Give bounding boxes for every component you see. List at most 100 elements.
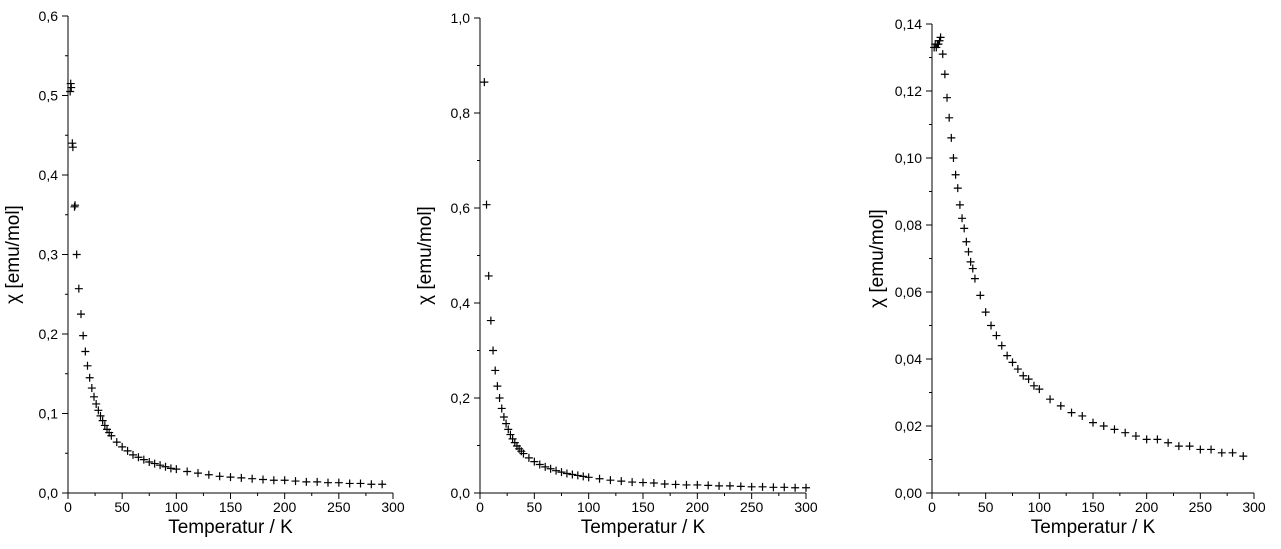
y-tick-label: 0,3 xyxy=(39,247,59,263)
data-point xyxy=(480,78,489,87)
data-point xyxy=(1056,401,1065,410)
data-point xyxy=(936,33,945,42)
x-axis-title: Temperatur / K xyxy=(1031,517,1156,538)
data-point xyxy=(134,453,143,462)
x-tick-label: 300 xyxy=(381,499,405,515)
data-point xyxy=(1003,351,1012,360)
data-point xyxy=(74,284,83,293)
data-point xyxy=(508,434,517,443)
data-point xyxy=(497,404,506,413)
data-point xyxy=(378,480,387,489)
data-point xyxy=(482,200,491,209)
data-point xyxy=(166,464,175,473)
data-point xyxy=(83,361,92,370)
data-point xyxy=(780,483,789,492)
x-tick-label: 300 xyxy=(1242,499,1266,515)
data-point xyxy=(573,471,582,480)
data-point xyxy=(96,411,105,420)
data-point xyxy=(1046,395,1055,404)
data-point xyxy=(237,473,246,482)
data-point xyxy=(1035,385,1044,394)
data-point xyxy=(1121,428,1130,437)
x-tick-label: 150 xyxy=(219,499,243,515)
data-point xyxy=(791,483,800,492)
data-point xyxy=(682,480,691,489)
y-tick-label: 0,8 xyxy=(451,105,471,121)
data-point xyxy=(248,474,257,483)
x-tick-label: 200 xyxy=(1135,499,1159,515)
data-point xyxy=(502,419,511,428)
data-point xyxy=(493,382,502,391)
y-tick-label: 0,04 xyxy=(895,351,922,367)
x-tick-label: 100 xyxy=(577,499,601,515)
data-point xyxy=(291,477,300,486)
y-tick-label: 1,0 xyxy=(451,10,471,26)
data-point xyxy=(495,394,504,402)
data-point xyxy=(524,453,533,462)
y-tick-label: 0,2 xyxy=(39,326,59,342)
y-tick-label: 0,0 xyxy=(451,485,471,501)
data-point xyxy=(1131,432,1140,441)
y-axis-title: χ [emu/mol] xyxy=(867,209,888,308)
data-point xyxy=(1078,411,1087,420)
x-tick-label: 150 xyxy=(631,499,655,515)
data-point xyxy=(87,384,96,393)
data-point xyxy=(71,201,80,210)
data-point xyxy=(962,237,971,246)
data-point xyxy=(1217,448,1226,457)
data-point xyxy=(98,416,107,425)
data-point xyxy=(499,413,508,421)
data-point xyxy=(639,478,647,487)
data-point xyxy=(194,469,202,478)
data-point xyxy=(79,331,88,340)
data-point xyxy=(280,476,289,485)
data-point xyxy=(736,482,745,491)
x-tick-label: 0 xyxy=(476,499,484,515)
y-tick-label: 0,08 xyxy=(895,217,922,233)
data-point xyxy=(156,461,165,470)
x-tick-label: 100 xyxy=(165,499,189,515)
y-tick-label: 0,4 xyxy=(451,295,471,311)
data-point xyxy=(628,478,637,487)
y-tick-label: 0,4 xyxy=(39,167,59,183)
data-point xyxy=(958,214,967,223)
data-point xyxy=(1110,425,1119,434)
data-point xyxy=(949,154,958,162)
data-point xyxy=(968,264,977,273)
data-point xyxy=(997,341,1006,350)
data-point xyxy=(269,476,278,485)
y-tick-label: 0,10 xyxy=(895,150,922,166)
y-tick-label: 0,02 xyxy=(895,418,922,434)
data-point xyxy=(356,479,365,488)
data-point xyxy=(747,482,756,491)
y-tick-label: 0,6 xyxy=(39,8,59,24)
x-tick-label: 200 xyxy=(273,499,297,515)
x-tick-label: 300 xyxy=(794,499,818,515)
data-point xyxy=(367,480,376,489)
data-point xyxy=(769,483,778,492)
data-point xyxy=(715,481,724,490)
x-tick-label: 50 xyxy=(978,499,994,515)
data-point xyxy=(579,472,588,481)
data-point xyxy=(67,83,76,92)
data-point xyxy=(1164,438,1173,447)
data-point xyxy=(66,87,75,96)
data-point xyxy=(183,467,192,476)
data-point xyxy=(934,40,943,49)
data-point xyxy=(484,271,493,280)
data-point xyxy=(1019,371,1028,380)
data-point xyxy=(1013,365,1022,374)
data-point xyxy=(486,316,495,325)
data-point xyxy=(955,200,964,209)
data-point xyxy=(129,450,137,459)
data-point xyxy=(953,184,962,193)
x-tick-label: 0 xyxy=(928,499,936,515)
data-point xyxy=(77,310,85,319)
data-point xyxy=(1174,442,1183,451)
data-point xyxy=(123,446,132,455)
data-point xyxy=(725,481,734,490)
data-point xyxy=(1029,381,1038,390)
data-point xyxy=(802,483,810,492)
chart-panel-1: 0 50 100 150 200 250 300 0,0 0,1 0,2 0,3 0,4 0,5 0,6 T… xyxy=(3,8,405,538)
x-tick-label: 250 xyxy=(327,499,351,515)
